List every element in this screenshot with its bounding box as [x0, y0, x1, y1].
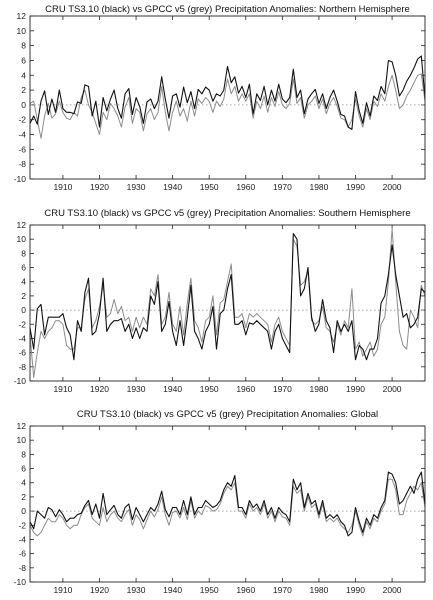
y-tick-label: -8 [18, 362, 26, 372]
x-tick-label: 1980 [309, 384, 328, 394]
y-tick-label: -4 [18, 534, 26, 544]
y-tick-label: 6 [21, 263, 26, 273]
y-tick-label: -6 [18, 144, 26, 154]
y-tick-label: 2 [21, 291, 26, 301]
x-tick-label: 1960 [236, 585, 255, 595]
y-tick-label: 12 [17, 220, 27, 230]
y-tick-label: 2 [21, 492, 26, 502]
x-tick-label: 1950 [200, 384, 219, 394]
y-tick-label: 12 [17, 11, 27, 21]
y-tick-label: -4 [18, 130, 26, 140]
y-tick-label: 0 [21, 100, 26, 110]
plot-frame [29, 425, 426, 583]
y-tick-label: -10 [14, 376, 27, 386]
plot-frame [29, 15, 426, 180]
y-tick-label: 8 [21, 248, 26, 258]
x-tick-label: 1960 [236, 182, 255, 192]
y-tick-label: 0 [21, 305, 26, 315]
x-tick-label: 2000 [383, 384, 402, 394]
x-tick-label: 1990 [346, 182, 365, 192]
y-tick-label: -8 [18, 159, 26, 169]
y-tick-label: 10 [17, 234, 27, 244]
chart-title: CRU TS3.10 (black) vs GPCC v5 (grey) Pre… [44, 208, 410, 219]
x-tick-label: 1990 [346, 384, 365, 394]
y-tick-label: -6 [18, 549, 26, 559]
x-tick-label: 1920 [90, 585, 109, 595]
y-tick-label: -2 [18, 520, 26, 530]
y-tick-label: 6 [21, 464, 26, 474]
x-tick-label: 1980 [309, 585, 328, 595]
y-tick-label: -2 [18, 115, 26, 125]
y-tick-label: 2 [21, 85, 26, 95]
y-tick-label: 0 [21, 506, 26, 516]
plot-frame [29, 224, 426, 382]
x-tick-label: 1940 [163, 182, 182, 192]
x-tick-label: 1930 [127, 182, 146, 192]
y-tick-label: 4 [21, 70, 26, 80]
x-tick-label: 1930 [127, 384, 146, 394]
x-tick-label: 1990 [346, 585, 365, 595]
series-line-cru [29, 232, 426, 361]
x-tick-label: 1960 [236, 384, 255, 394]
chart-panel-3: CRU TS3.10 (black) vs GPCC v5 (grey) Pre… [14, 409, 426, 595]
x-tick-label: 1940 [163, 384, 182, 394]
y-tick-label: -10 [14, 577, 27, 587]
x-tick-label: 1950 [200, 182, 219, 192]
y-tick-label: 6 [21, 55, 26, 65]
series-line-cru [29, 55, 426, 130]
y-tick-label: -2 [18, 319, 26, 329]
series-line-gpcc [29, 228, 426, 378]
y-tick-label: 4 [21, 478, 26, 488]
x-tick-label: 1930 [127, 585, 146, 595]
y-tick-label: -8 [18, 563, 26, 573]
series-line-cru [29, 471, 426, 537]
chart-title: CRU TS3.10 (black) vs GPCC v5 (grey) Pre… [77, 409, 378, 420]
x-tick-label: 1970 [273, 384, 292, 394]
x-tick-label: 1970 [273, 182, 292, 192]
x-tick-label: 1970 [273, 585, 292, 595]
x-tick-label: 1910 [53, 585, 72, 595]
series-line-gpcc [29, 73, 426, 139]
x-tick-label: 1910 [53, 182, 72, 192]
y-tick-label: -6 [18, 348, 26, 358]
x-tick-label: 1920 [90, 384, 109, 394]
chart-title: CRU TS3.10 (black) vs GPCC v5 (grey) Pre… [45, 4, 410, 15]
x-tick-label: 1950 [200, 585, 219, 595]
series-line-gpcc [29, 478, 426, 537]
y-tick-label: 4 [21, 277, 26, 287]
x-tick-label: 2000 [383, 182, 402, 192]
x-tick-label: 1940 [163, 585, 182, 595]
x-tick-label: 2000 [383, 585, 402, 595]
chart-panel-1: CRU TS3.10 (black) vs GPCC v5 (grey) Pre… [14, 4, 426, 192]
x-tick-label: 1980 [309, 182, 328, 192]
x-tick-label: 1910 [53, 384, 72, 394]
y-tick-label: 10 [17, 435, 27, 445]
y-tick-label: 8 [21, 449, 26, 459]
y-tick-label: 10 [17, 26, 27, 36]
x-tick-label: 1920 [90, 182, 109, 192]
y-tick-label: 12 [17, 421, 27, 431]
y-tick-label: -10 [14, 174, 27, 184]
y-tick-label: -4 [18, 333, 26, 343]
chart-panel-2: CRU TS3.10 (black) vs GPCC v5 (grey) Pre… [14, 208, 426, 394]
y-tick-label: 8 [21, 41, 26, 51]
